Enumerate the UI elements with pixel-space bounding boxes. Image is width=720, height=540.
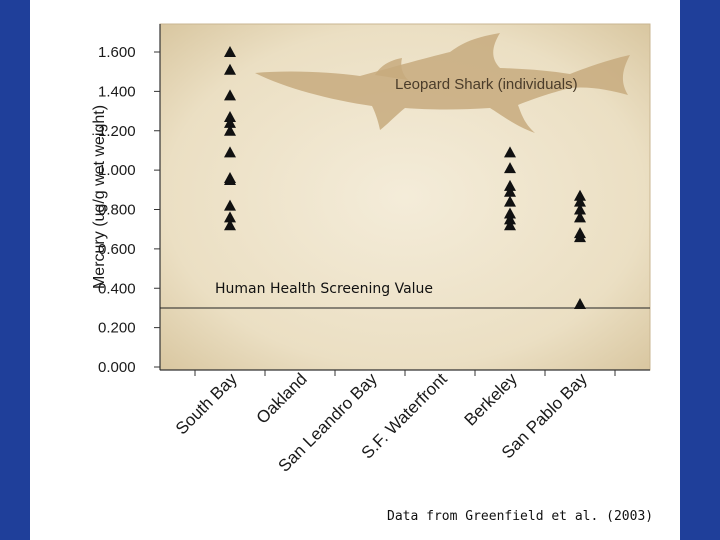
y-tick-label: 1.200: [98, 123, 136, 140]
data-markers: [224, 46, 586, 309]
data-point-marker: [224, 146, 236, 158]
y-tick-label: 0.600: [98, 241, 136, 258]
data-point-marker: [504, 179, 516, 191]
y-tick-label: 0.800: [98, 202, 136, 219]
data-point-marker: [224, 199, 236, 211]
data-point-marker: [574, 231, 586, 243]
data-point-marker: [224, 116, 236, 128]
leopard-shark-silhouette: [255, 33, 630, 133]
data-point-marker: [224, 124, 236, 136]
y-tick-label: 0.400: [98, 280, 136, 297]
data-point-marker: [224, 89, 236, 101]
legend-label: Leopard Shark (individuals): [395, 76, 578, 93]
y-tick-label: 0.200: [98, 320, 136, 337]
y-tick-label: 1.000: [98, 162, 136, 179]
x-tick-label: South Bay: [172, 369, 241, 438]
data-point-marker: [504, 219, 516, 231]
y-tick-label: 1.600: [98, 44, 136, 61]
data-point-marker: [504, 162, 516, 174]
y-ticks: 0.000 0.200 0.400 0.600 0.800 1.000 1.200 1.400…: [98, 44, 160, 376]
x-tick-label: Berkeley: [461, 369, 522, 430]
data-point-marker: [224, 173, 236, 185]
data-point-marker: [574, 189, 586, 201]
data-point-marker: [574, 203, 586, 215]
chart: 0.000 0.200 0.400 0.600 0.800 1.000 1.200 1.400…: [91, 23, 653, 524]
screening-value-label: Human Health Screening Value: [215, 281, 433, 297]
shark-fin: [375, 58, 408, 80]
data-point-marker: [224, 219, 236, 231]
data-point-marker: [574, 298, 586, 309]
data-point-marker: [504, 195, 516, 207]
data-point-marker: [574, 211, 586, 223]
data-point-marker: [574, 195, 586, 207]
y-axis-label: Mercury (ug/g wet weight): [91, 105, 108, 289]
data-point-marker: [224, 211, 236, 223]
source-note: Data from Greenfield et al. (2003): [387, 509, 653, 524]
data-point-marker: [224, 110, 236, 122]
data-point-marker: [224, 63, 236, 75]
y-tick-label: 0.000: [98, 359, 136, 376]
data-point-marker: [504, 213, 516, 225]
slide: 0.000 0.200 0.400 0.600 0.800 1.000 1.200 1.400…: [30, 0, 680, 540]
data-point-marker: [504, 146, 516, 158]
x-tick-label: Oakland: [253, 369, 311, 427]
data-point-marker: [224, 46, 236, 57]
data-point-marker: [504, 207, 516, 219]
y-tick-label: 1.400: [98, 83, 136, 100]
data-point-marker: [504, 185, 516, 197]
